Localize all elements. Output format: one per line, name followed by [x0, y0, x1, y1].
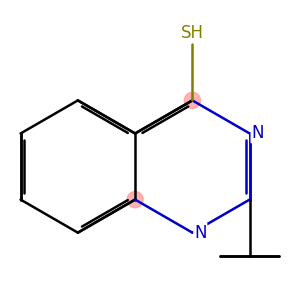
Text: N: N — [251, 124, 264, 142]
Circle shape — [127, 191, 143, 208]
Text: N: N — [194, 224, 207, 242]
Text: SH: SH — [181, 24, 204, 42]
Circle shape — [184, 92, 200, 109]
